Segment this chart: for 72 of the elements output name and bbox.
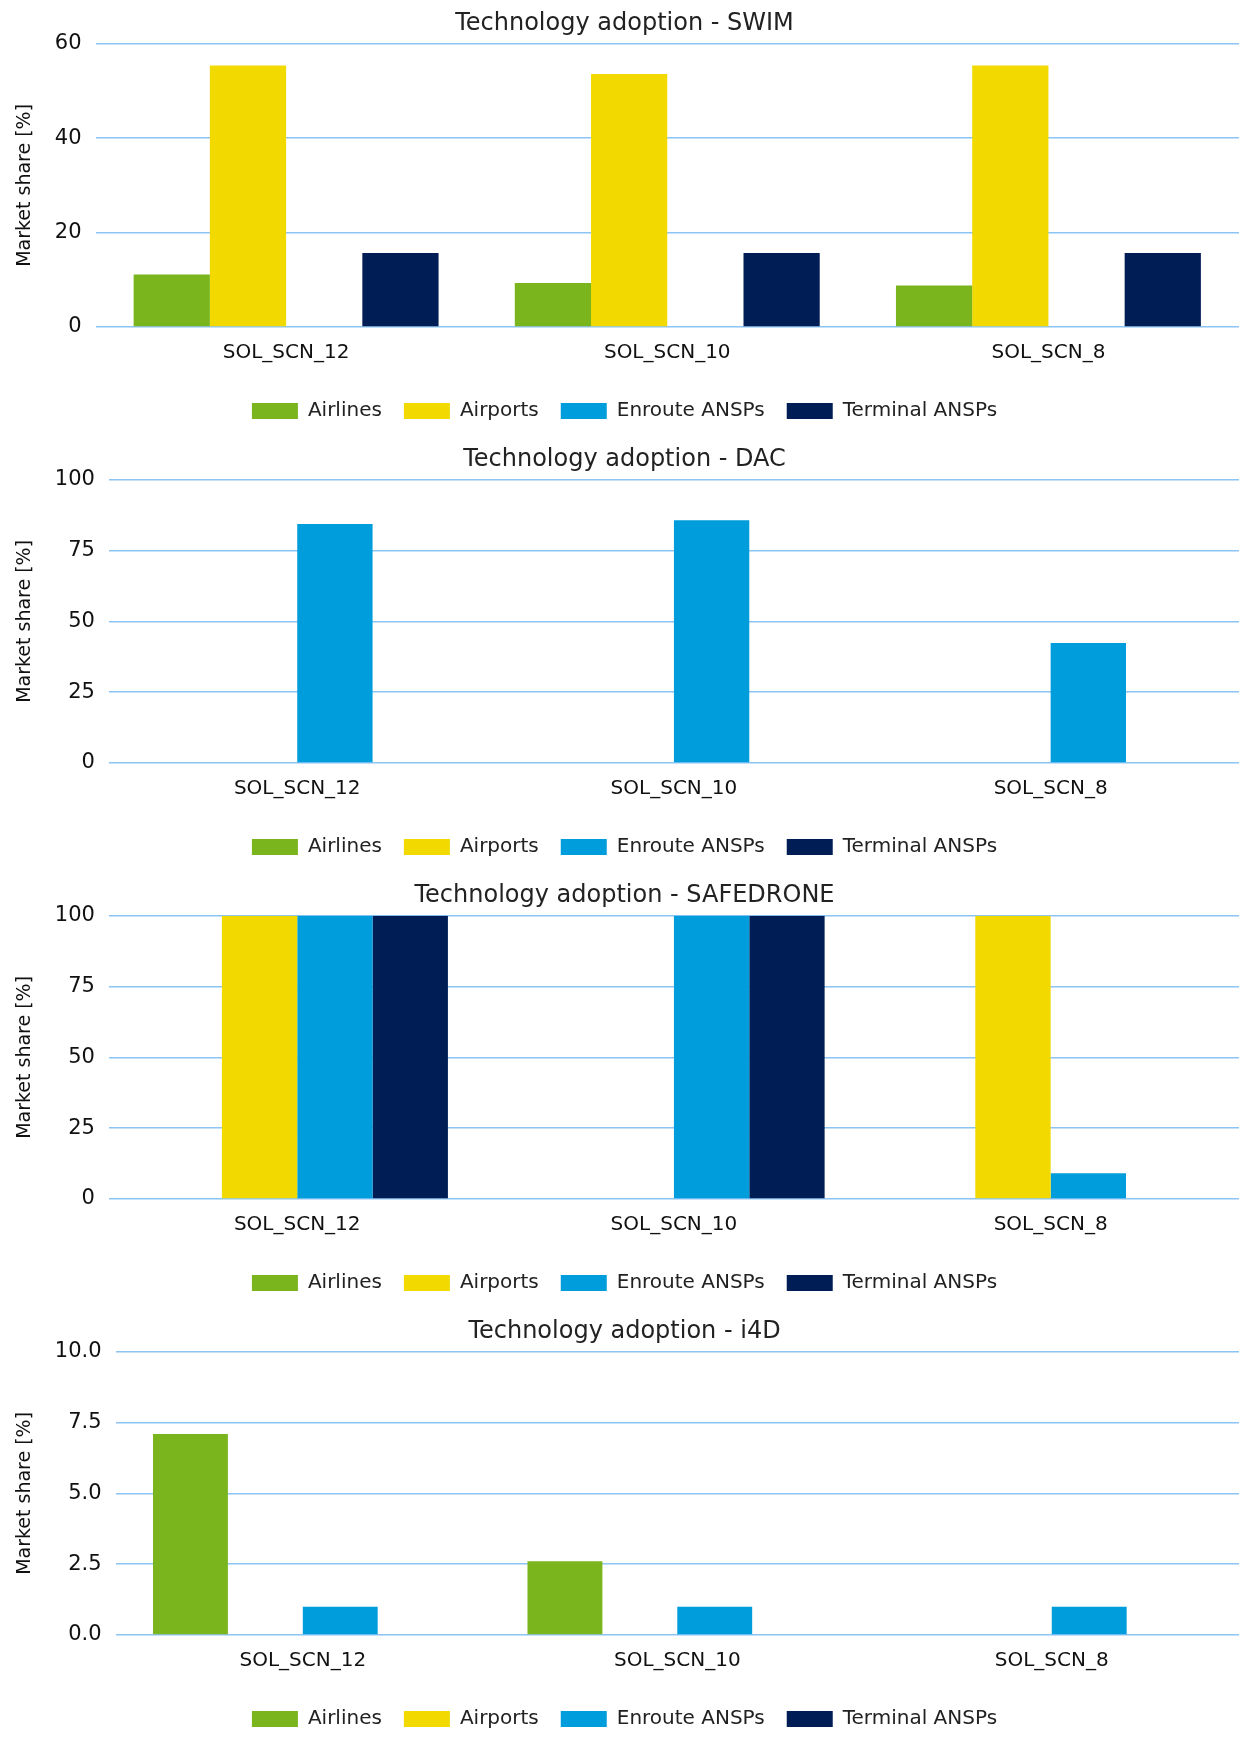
bar — [302, 1606, 378, 1635]
bar — [1051, 1606, 1127, 1635]
y-axis-title: Market share [%] — [12, 975, 35, 1139]
y-tick-label: 75 — [68, 973, 95, 998]
legend-label: Airports — [459, 1269, 539, 1294]
bar — [133, 274, 210, 327]
y-tick-label: 0 — [81, 1185, 95, 1210]
y-tick-label: 40 — [54, 124, 82, 149]
y-tick-label: 10.0 — [54, 1338, 102, 1363]
y-tick-label: 100 — [54, 466, 95, 491]
bar — [673, 520, 750, 763]
x-tick-label: SOL_SCN_8 — [993, 775, 1108, 800]
x-tick-label: SOL_SCN_8 — [993, 1211, 1108, 1236]
legend-label: Airports — [459, 833, 539, 858]
y-tick-label: 7.5 — [68, 1409, 102, 1434]
x-tick-label: SOL_SCN_12 — [233, 775, 361, 800]
bar — [591, 74, 668, 327]
bar — [677, 1606, 753, 1635]
bar — [1050, 642, 1126, 763]
x-tick-label: SOL_SCN_10 — [610, 775, 738, 800]
y-tick-label: 100 — [54, 902, 95, 927]
chart-title: Technology adoption - SAFEDRONE — [413, 879, 835, 908]
chart-title: Technology adoption - DAC — [462, 443, 786, 472]
bar — [1124, 252, 1201, 327]
x-tick-label: SOL_SCN_10 — [603, 339, 731, 364]
x-tick-label: SOL_SCN_10 — [613, 1647, 741, 1672]
legend-label: Enroute ANSPs — [616, 833, 765, 858]
legend-label: Terminal ANSPs — [841, 833, 998, 858]
y-tick-label: 0.0 — [68, 1621, 102, 1646]
legend-label: Airlines — [307, 1705, 382, 1730]
y-tick-label: 25 — [68, 1114, 95, 1139]
x-tick-label: SOL_SCN_12 — [233, 1211, 361, 1236]
bar — [514, 283, 592, 327]
bar — [209, 65, 287, 327]
y-tick-label: 0 — [81, 749, 95, 774]
y-axis-title: Market share [%] — [12, 103, 35, 267]
chart-title: Technology adoption - SWIM — [454, 7, 794, 36]
bar — [362, 252, 439, 327]
y-axis-title: Market share [%] — [12, 539, 35, 703]
legend-label: Airports — [459, 397, 539, 422]
y-tick-label: 60 — [54, 30, 82, 55]
x-tick-label: SOL_SCN_8 — [994, 1647, 1109, 1672]
legend-label: Airlines — [307, 397, 382, 422]
bar — [527, 1561, 603, 1635]
y-tick-label: 75 — [68, 537, 95, 562]
legend-label: Enroute ANSPs — [616, 397, 765, 422]
legend-label: Terminal ANSPs — [841, 397, 998, 422]
chart-title: Technology adoption - i4D — [467, 1315, 781, 1344]
bar — [972, 65, 1049, 327]
x-tick-label: SOL_SCN_12 — [239, 1647, 367, 1672]
y-tick-label: 20 — [54, 219, 82, 244]
y-tick-label: 50 — [68, 607, 95, 632]
x-tick-label: SOL_SCN_8 — [991, 339, 1106, 364]
legend-label: Airlines — [307, 833, 382, 858]
legend-label: Enroute ANSPs — [616, 1269, 765, 1294]
legend-label: Terminal ANSPs — [841, 1705, 998, 1730]
legend-label: Airports — [459, 1705, 539, 1730]
y-tick-label: 50 — [68, 1043, 95, 1068]
legend-label: Terminal ANSPs — [841, 1269, 998, 1294]
y-axis-title: Market share [%] — [12, 1411, 35, 1575]
x-tick-label: SOL_SCN_12 — [222, 339, 350, 364]
y-tick-label: 5.0 — [68, 1479, 102, 1504]
legend-label: Enroute ANSPs — [616, 1705, 765, 1730]
bar — [153, 1433, 228, 1635]
y-tick-label: 25 — [68, 678, 95, 703]
bar — [743, 252, 820, 327]
bar — [297, 523, 373, 763]
y-tick-label: 0 — [68, 313, 82, 338]
x-tick-label: SOL_SCN_10 — [610, 1211, 738, 1236]
y-tick-label: 2.5 — [68, 1550, 102, 1575]
bar — [895, 285, 973, 327]
legend-label: Airlines — [307, 1269, 382, 1294]
